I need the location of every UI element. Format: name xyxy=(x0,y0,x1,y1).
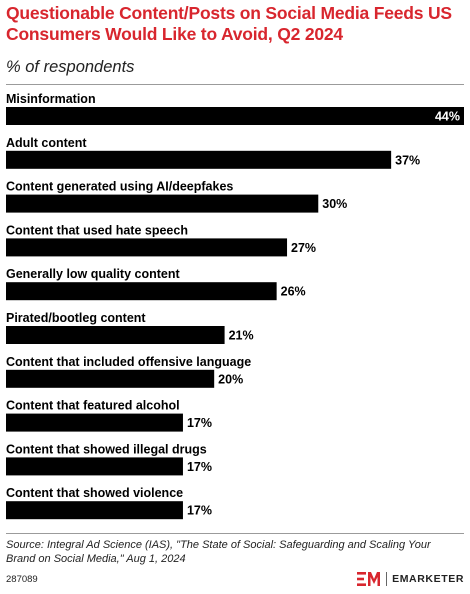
bar xyxy=(6,150,392,169)
chart-title: Questionable Content/Posts on Social Med… xyxy=(6,3,452,44)
category-label: Pirated/bootleg content xyxy=(6,311,146,325)
value-label: 26% xyxy=(281,285,306,299)
chart-id: 287089 xyxy=(6,574,38,585)
value-label: 27% xyxy=(291,241,316,255)
bar xyxy=(6,413,183,432)
top-divider xyxy=(6,84,464,85)
logo-divider xyxy=(386,572,388,586)
bar xyxy=(6,194,319,213)
category-label: Content generated using AI/deepfakes xyxy=(6,180,233,194)
emarketer-logo-icon xyxy=(357,572,381,586)
bar xyxy=(6,501,183,520)
category-label: Content that featured alcohol xyxy=(6,399,180,413)
bar-chart: Misinformation 44% Adult content 37% Content… xyxy=(6,92,464,520)
value-label: 37% xyxy=(395,153,420,167)
chart-subtitle: % of respondents xyxy=(6,58,135,76)
category-label: Generally low quality content xyxy=(6,267,180,281)
category-label: Content that showed illegal drugs xyxy=(6,442,207,456)
value-label: 21% xyxy=(229,329,254,343)
bar xyxy=(6,326,225,344)
bar xyxy=(6,369,215,388)
category-label: Content that showed violence xyxy=(6,486,183,500)
category-label: Adult content xyxy=(6,136,87,150)
category-label: Misinformation xyxy=(6,92,96,106)
value-label: 17% xyxy=(187,460,212,474)
bar xyxy=(6,238,288,257)
brand-name: EMARKETER xyxy=(392,573,464,585)
value-label: 17% xyxy=(187,416,212,430)
value-label: 20% xyxy=(218,372,243,386)
value-label: 44% xyxy=(435,110,460,124)
bar xyxy=(6,107,464,125)
brand-logo: EMARKETER xyxy=(357,571,464,587)
category-label: Content that included offensive language xyxy=(6,355,251,369)
value-label: 17% xyxy=(187,504,212,518)
bar xyxy=(6,282,277,301)
bottom-divider xyxy=(6,533,464,534)
source-note: Source: Integral Ad Science (IAS), "The … xyxy=(6,539,431,565)
value-label: 30% xyxy=(322,197,347,211)
category-label: Content that used hate speech xyxy=(6,223,188,237)
bar xyxy=(6,457,183,476)
